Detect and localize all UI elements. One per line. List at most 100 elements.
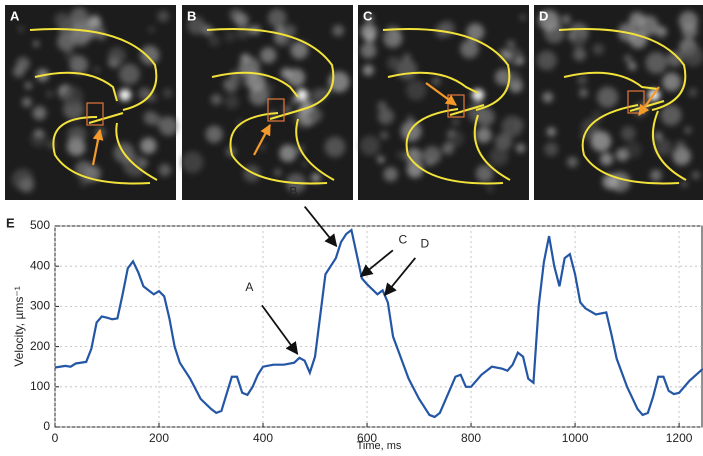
cell <box>33 41 39 47</box>
panel-label: D <box>539 8 548 23</box>
cell <box>593 44 604 55</box>
cell <box>140 138 156 154</box>
cell <box>397 151 405 159</box>
cell <box>542 92 553 103</box>
cell <box>225 95 240 110</box>
y-axis-label: Velocity, µms⁻¹ <box>12 286 26 366</box>
chart: 0100200300400500020040060080010001200Tim… <box>6 184 703 451</box>
cell <box>235 13 249 27</box>
cell <box>516 143 525 152</box>
cell <box>138 87 151 100</box>
image-panel: D <box>534 5 703 200</box>
x-tick-label: 800 <box>461 431 481 445</box>
x-tick-label: 1000 <box>562 431 589 445</box>
cell <box>387 56 401 70</box>
cell <box>661 105 682 126</box>
cell <box>447 130 455 138</box>
cell <box>654 132 662 140</box>
annotation-label: B <box>289 184 297 198</box>
cell <box>274 169 282 177</box>
cell <box>308 108 323 123</box>
cell <box>35 129 44 138</box>
x-axis-label: Time, ms <box>357 440 402 451</box>
image-panel: C <box>358 5 529 200</box>
cell <box>401 121 422 142</box>
cell <box>662 73 681 92</box>
panel-label: E <box>6 215 15 230</box>
velocity-line <box>55 230 703 417</box>
annotation-label: A <box>245 280 253 294</box>
annotation-arrow <box>361 250 393 276</box>
cell <box>682 23 698 39</box>
cell <box>360 43 376 59</box>
cell <box>16 57 30 71</box>
cell <box>284 106 291 113</box>
cell <box>377 156 384 163</box>
cell <box>211 94 222 105</box>
cell <box>591 131 612 152</box>
y-tick-label: 0 <box>43 419 50 433</box>
cell <box>573 48 586 61</box>
cell <box>33 106 47 120</box>
cell <box>506 40 515 49</box>
panel-label: C <box>363 8 373 23</box>
cell <box>223 80 230 87</box>
cell <box>268 9 287 28</box>
cell <box>579 88 588 97</box>
cell <box>628 62 636 70</box>
annotation-label: C <box>399 232 408 246</box>
cell <box>159 164 172 177</box>
y-tick-label: 400 <box>30 258 50 272</box>
cell <box>302 161 308 167</box>
cell <box>684 127 691 134</box>
bright-spot <box>119 89 131 101</box>
cell <box>54 12 70 28</box>
cell <box>383 167 397 181</box>
cell <box>163 88 173 98</box>
cell <box>18 26 24 32</box>
cell <box>291 41 309 59</box>
cell <box>380 131 389 140</box>
cell <box>247 73 266 92</box>
annotation-label: D <box>420 236 429 250</box>
cell <box>22 97 32 107</box>
cell <box>650 169 662 181</box>
cell <box>600 153 613 166</box>
cell <box>378 108 394 124</box>
y-tick-label: 200 <box>30 339 50 353</box>
cell <box>561 15 570 24</box>
cell <box>25 82 33 90</box>
cell <box>432 77 440 85</box>
cell <box>182 151 204 173</box>
cell <box>157 10 169 22</box>
cell <box>108 47 126 65</box>
cell <box>46 90 53 97</box>
cell <box>439 23 447 31</box>
cell <box>620 185 626 191</box>
cell <box>264 84 274 94</box>
cell <box>423 146 441 164</box>
cell <box>361 24 377 40</box>
cell <box>224 31 235 42</box>
cell <box>206 126 223 143</box>
cell <box>571 35 585 49</box>
cell <box>150 114 162 126</box>
cell <box>688 88 697 97</box>
cell <box>621 126 636 141</box>
cell <box>567 157 578 168</box>
x-tick-label: 400 <box>253 431 273 445</box>
image-panel: B <box>182 5 353 200</box>
y-tick-label: 300 <box>30 299 50 313</box>
cell <box>403 53 412 62</box>
cell <box>119 64 140 85</box>
cell <box>658 30 664 36</box>
cell <box>625 142 641 158</box>
cell <box>406 80 426 100</box>
x-tick-label: 200 <box>149 431 169 445</box>
cell <box>452 118 460 126</box>
cell <box>675 141 685 151</box>
cell <box>287 69 305 87</box>
cell <box>486 185 494 193</box>
cell <box>490 147 509 166</box>
